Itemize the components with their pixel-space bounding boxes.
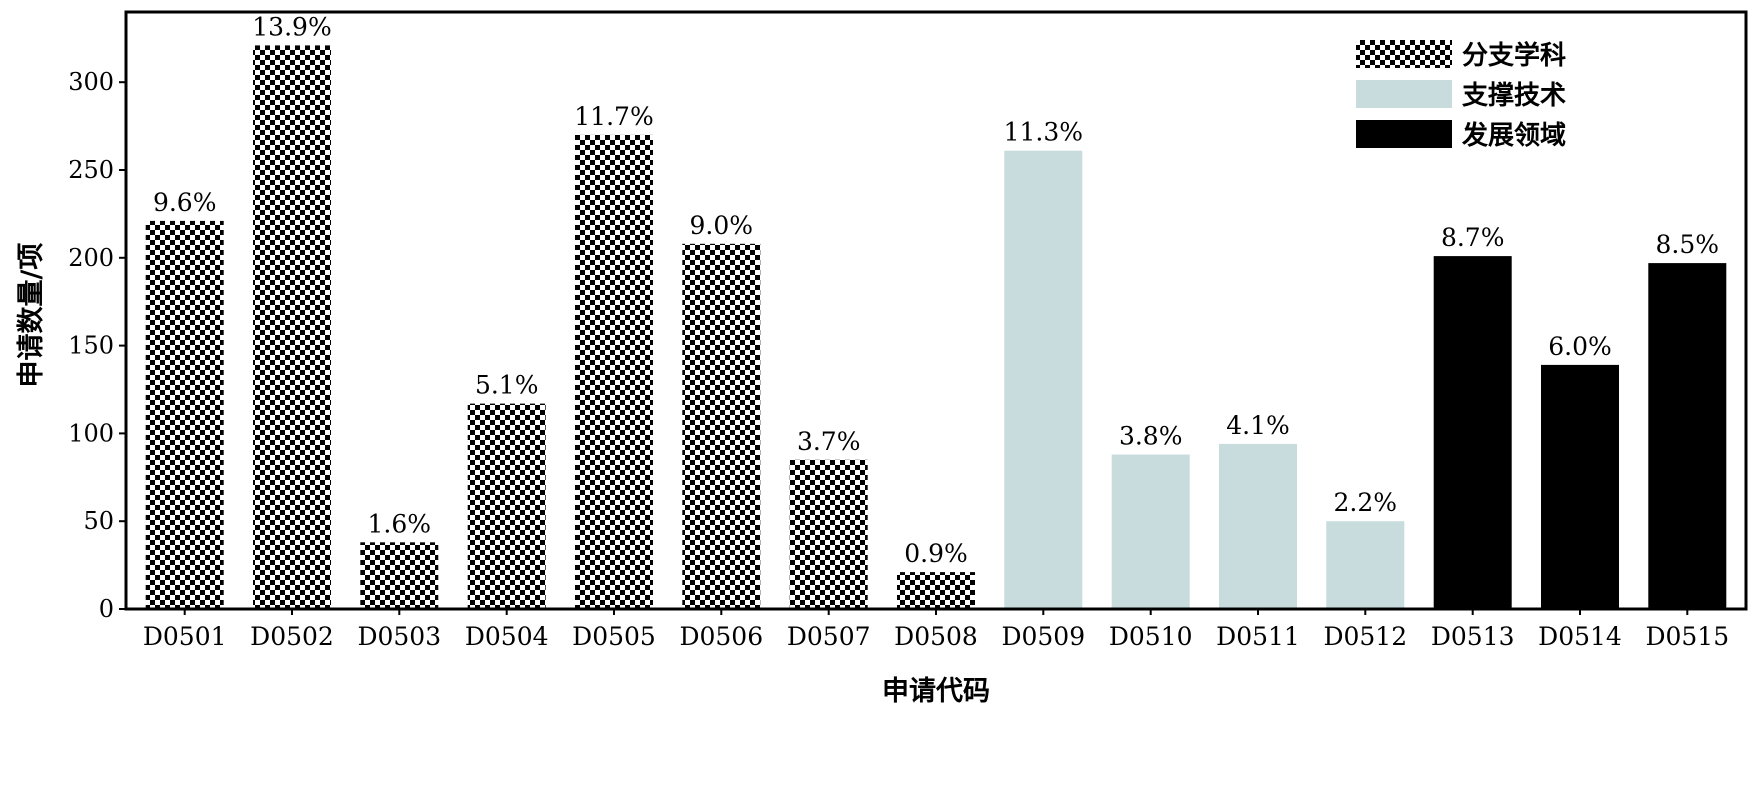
- bar-d0503: [360, 542, 439, 609]
- y-axis: 0 50 100 150 200 250 300: [68, 68, 126, 623]
- value-label-d0510: 3.8%: [1119, 422, 1183, 451]
- value-label-d0515: 8.5%: [1656, 230, 1720, 259]
- legend-swatch-1: [1356, 80, 1452, 108]
- value-label-d0503: 1.6%: [368, 509, 432, 538]
- value-label-d0508: 0.9%: [904, 539, 968, 568]
- x-tick-label-d0501: D0501: [143, 622, 227, 651]
- value-label-d0509: 11.3%: [1004, 118, 1083, 147]
- y-tick-label-200: 200: [68, 244, 114, 272]
- x-axis: D0501 D0502 D0503 D0504 D0505 D0506 D0507 D0508…: [143, 609, 1729, 651]
- value-label-d0506: 9.0%: [690, 211, 754, 240]
- bar-d0507: [789, 459, 868, 610]
- value-label-d0513: 8.7%: [1441, 223, 1505, 252]
- value-label-d0507: 3.7%: [797, 427, 861, 456]
- value-labels-group: 9.6% 13.9% 1.6% 5.1% 11.7% 9.0% 3.7% 0.9% 11.3% 3…: [153, 12, 1719, 568]
- x-tick-label-d0502: D0502: [250, 622, 334, 651]
- value-label-d0511: 4.1%: [1226, 411, 1290, 440]
- x-tick-label-d0514: D0514: [1538, 622, 1622, 651]
- bar-d0515: [1648, 263, 1727, 609]
- bar-d0512: [1326, 521, 1405, 609]
- bars-group: [145, 45, 1727, 610]
- x-tick-label-d0515: D0515: [1645, 622, 1729, 651]
- y-tick-label-50: 50: [83, 507, 114, 535]
- x-tick-label-d0511: D0511: [1216, 622, 1300, 651]
- legend-label-1: 支撑技术: [1462, 81, 1566, 111]
- x-tick-label-d0504: D0504: [465, 622, 549, 651]
- y-tick-label-150: 150: [68, 332, 114, 360]
- x-tick-label-d0505: D0505: [572, 622, 656, 651]
- legend-swatch-2: [1356, 120, 1452, 148]
- bar-d0508: [897, 572, 975, 609]
- x-tick-label-d0513: D0513: [1431, 622, 1515, 651]
- value-label-d0514: 6.0%: [1548, 332, 1612, 361]
- y-axis-title: 申请数量/项: [16, 243, 47, 388]
- y-tick-label-0: 0: [99, 595, 114, 623]
- bar-d0509: [1004, 150, 1083, 609]
- value-label-d0504: 5.1%: [475, 371, 539, 400]
- y-tick-label-300: 300: [68, 68, 114, 96]
- bar-d0506: [682, 243, 761, 610]
- bar-d0511: [1219, 443, 1297, 609]
- plot-frame: [124, 10, 1748, 611]
- bar-d0502: [253, 45, 331, 609]
- value-label-d0501: 9.6%: [153, 188, 217, 217]
- y-tick-label-250: 250: [68, 156, 114, 184]
- bar-d0505: [575, 134, 653, 609]
- bar-d0510: [1111, 454, 1190, 609]
- value-label-d0512: 2.2%: [1334, 488, 1398, 517]
- x-tick-label-d0510: D0510: [1109, 622, 1193, 651]
- y-tick-label-100: 100: [68, 419, 114, 447]
- x-axis-title: 申请代码: [882, 676, 990, 707]
- x-tick-label-d0508: D0508: [894, 622, 978, 651]
- x-tick-label-d0507: D0507: [787, 622, 871, 651]
- x-tick-label-d0503: D0503: [357, 622, 441, 651]
- bar-d0513: [1433, 256, 1512, 609]
- bar-d0501: [145, 220, 224, 609]
- x-tick-label-d0506: D0506: [679, 622, 763, 651]
- legend-label-2: 发展领域: [1461, 120, 1566, 151]
- legend-swatch-0: [1356, 40, 1452, 68]
- x-tick-label-d0512: D0512: [1323, 622, 1407, 651]
- value-label-d0502: 13.9%: [252, 12, 331, 41]
- bar-d0514: [1541, 364, 1619, 609]
- bar-d0504: [467, 403, 546, 609]
- legend-label-0: 分支学科: [1462, 40, 1566, 71]
- value-label-d0505: 11.7%: [574, 102, 653, 131]
- x-tick-label-d0509: D0509: [1001, 622, 1085, 651]
